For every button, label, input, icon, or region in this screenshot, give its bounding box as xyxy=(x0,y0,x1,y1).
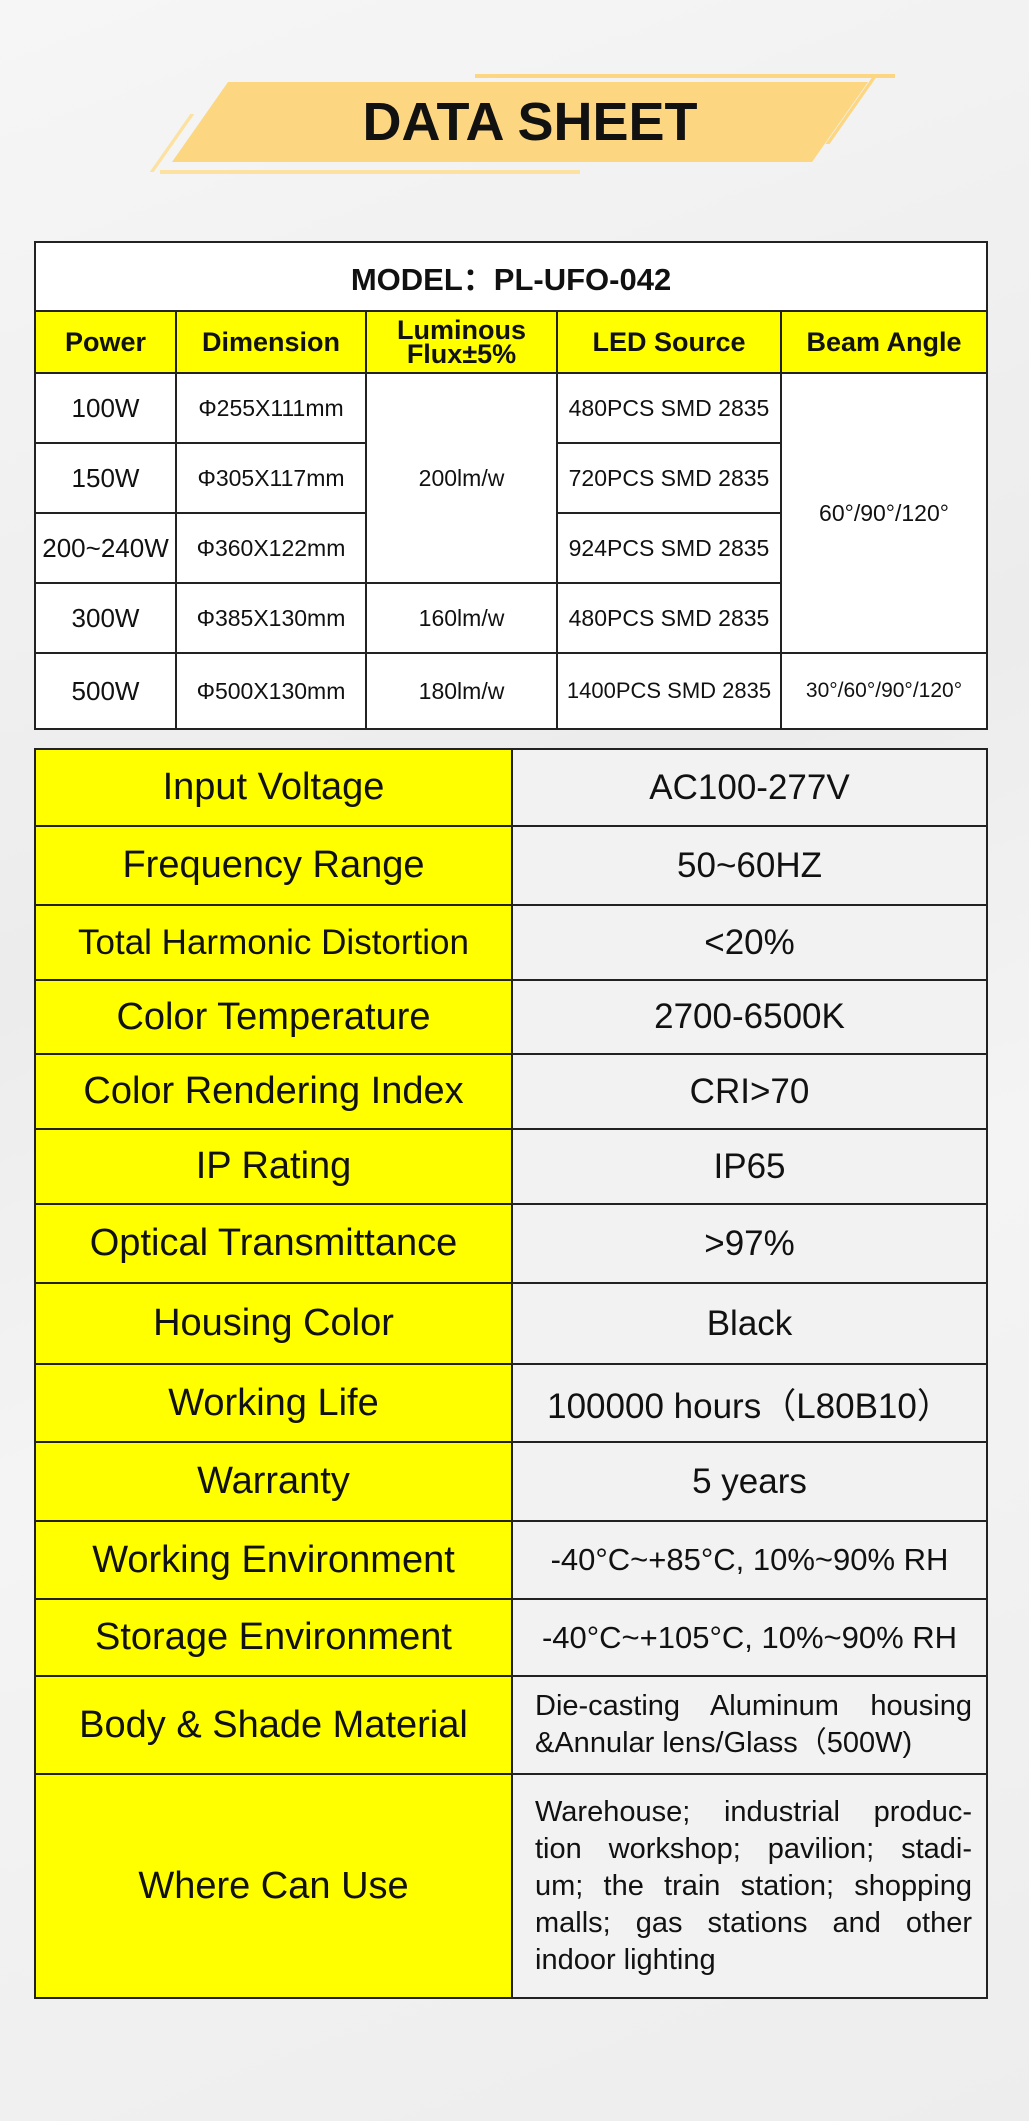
header-power: Power xyxy=(34,310,177,374)
beam-cell: 30°/60°/90°/120° xyxy=(779,652,989,730)
model-title: MODEL：PL-UFO-042 xyxy=(33,241,989,312)
param-row: Total Harmonic Distortion <20% xyxy=(34,904,988,981)
param-value-line: Die-casting Aluminum housing xyxy=(535,1690,972,1722)
banner-accent-line xyxy=(475,74,895,78)
table-row: 500W Φ500X130mm 180lm/w 1400PCS SMD 2835… xyxy=(34,652,989,730)
param-label: Optical Transmittance xyxy=(34,1203,513,1284)
param-row: Color Temperature 2700-6500K xyxy=(34,979,988,1055)
param-label: Total Harmonic Distortion xyxy=(34,904,513,981)
led-cell: 1400PCS SMD 2835 xyxy=(556,652,782,730)
dimension-cell: Φ500X130mm xyxy=(175,652,367,730)
table-row: 300W Φ385X130mm 160lm/w 480PCS SMD 2835 xyxy=(34,582,987,654)
table-row: 200~240W Φ360X122mm 924PCS SMD 2835 xyxy=(34,512,987,584)
param-value: 2700-6500K xyxy=(511,979,988,1055)
param-value-line: indoor lighting xyxy=(535,1943,716,1976)
power-cell: 150W xyxy=(34,442,177,514)
led-cell: 480PCS SMD 2835 xyxy=(556,582,782,654)
header-flux-line1: Luminous xyxy=(397,315,526,345)
param-label: Color Temperature xyxy=(34,979,513,1055)
param-row: Storage Environment -40°C~+105°C, 10%~90%… xyxy=(34,1598,988,1677)
param-value-line: tion workshop; pavilion; stadi- xyxy=(535,1832,972,1865)
param-value: AC100-277V xyxy=(511,748,988,827)
param-value: >97% xyxy=(511,1203,988,1284)
param-label: IP Rating xyxy=(34,1128,513,1205)
param-label: Frequency Range xyxy=(34,825,513,906)
header-led-source: LED Source xyxy=(556,310,782,374)
beam-cell: 60°/90°/120° xyxy=(779,372,989,654)
header-luminous-flux: Luminous Flux±5% xyxy=(365,310,558,374)
title-banner: DATA SHEET xyxy=(149,74,900,174)
param-label: Where Can Use xyxy=(34,1773,513,1999)
header-beam-angle: Beam Angle xyxy=(779,310,989,374)
param-row: Frequency Range 50~60HZ xyxy=(34,825,988,906)
param-row: Warranty 5 years xyxy=(34,1441,988,1522)
table-row: 100W Φ255X111mm 200lm/w 480PCS SMD 2835 … xyxy=(34,372,989,654)
param-value: Die-casting Aluminum housing &Annular len… xyxy=(511,1675,988,1775)
dimension-cell: Φ305X117mm xyxy=(175,442,367,514)
flux-cell: 200lm/w xyxy=(365,372,558,584)
param-row: Input Voltage AC100-277V xyxy=(34,748,988,827)
param-row: Working Environment -40°C~+85°C, 10%~90% … xyxy=(34,1520,988,1600)
param-value: CRI>70 xyxy=(511,1053,988,1130)
flux-cell: 160lm/w xyxy=(365,582,558,654)
power-cell: 100W xyxy=(34,372,177,444)
flux-cell: 180lm/w xyxy=(365,652,558,730)
param-row: Housing Color Black xyxy=(34,1282,988,1365)
param-label: Warranty xyxy=(34,1441,513,1522)
param-row: Where Can Use Warehouse; industrial produ… xyxy=(34,1773,988,1999)
table-row: 150W Φ305X117mm 720PCS SMD 2835 xyxy=(34,442,987,514)
model-spec-table: MODEL：PL-UFO-042 Power Dimension Luminou… xyxy=(33,241,989,730)
param-value-line: malls; gas stations and other xyxy=(535,1906,972,1939)
param-label: Working Life xyxy=(34,1363,513,1443)
param-row: IP Rating IP65 xyxy=(34,1128,988,1205)
param-value: 5 years xyxy=(511,1441,988,1522)
param-row: Working Life 100000 hours（L80B10） xyxy=(34,1363,988,1443)
param-label: Housing Color xyxy=(34,1282,513,1365)
param-value: 100000 hours（L80B10） xyxy=(511,1363,988,1443)
param-label: Working Environment xyxy=(34,1520,513,1600)
dimension-cell: Φ360X122mm xyxy=(175,512,367,584)
banner-accent-line xyxy=(160,170,580,174)
dimension-cell: Φ255X111mm xyxy=(175,372,367,444)
param-label: Input Voltage xyxy=(34,748,513,827)
param-value-line: &Annular lens/Glass（500W) xyxy=(535,1727,913,1759)
param-value: Warehouse; industrial produc-tion worksh… xyxy=(511,1773,988,1999)
dimension-cell: Φ385X130mm xyxy=(175,582,367,654)
led-cell: 480PCS SMD 2835 xyxy=(556,372,782,444)
param-label: Body & Shade Material xyxy=(34,1675,513,1775)
header-flux-line2: Flux±5% xyxy=(406,339,517,369)
param-row: Color Rendering Index CRI>70 xyxy=(34,1053,988,1130)
header-dimension: Dimension xyxy=(175,310,367,374)
page-title: DATA SHEET xyxy=(362,92,698,152)
param-value: IP65 xyxy=(511,1128,988,1205)
led-cell: 720PCS SMD 2835 xyxy=(556,442,782,514)
param-value: 50~60HZ xyxy=(511,825,988,906)
param-value-line: um; the train station; shopping xyxy=(535,1869,972,1902)
param-value: <20% xyxy=(511,904,988,981)
param-value: Black xyxy=(511,1282,988,1365)
power-cell: 200~240W xyxy=(34,512,177,584)
param-label: Storage Environment xyxy=(34,1598,513,1677)
param-value-line: Warehouse; industrial produc- xyxy=(535,1795,972,1828)
led-cell: 924PCS SMD 2835 xyxy=(556,512,782,584)
param-value: -40°C~+105°C, 10%~90% RH xyxy=(511,1598,988,1677)
power-cell: 500W xyxy=(34,652,177,730)
parameters-table: Input Voltage AC100-277V Frequency Range 50… xyxy=(34,748,988,1999)
param-row: Body & Shade Material Die-casting Aluminu… xyxy=(34,1675,988,1775)
param-row: Optical Transmittance >97% xyxy=(34,1203,988,1284)
param-label: Color Rendering Index xyxy=(34,1053,513,1130)
param-value: -40°C~+85°C, 10%~90% RH xyxy=(511,1520,988,1600)
power-cell: 300W xyxy=(34,582,177,654)
